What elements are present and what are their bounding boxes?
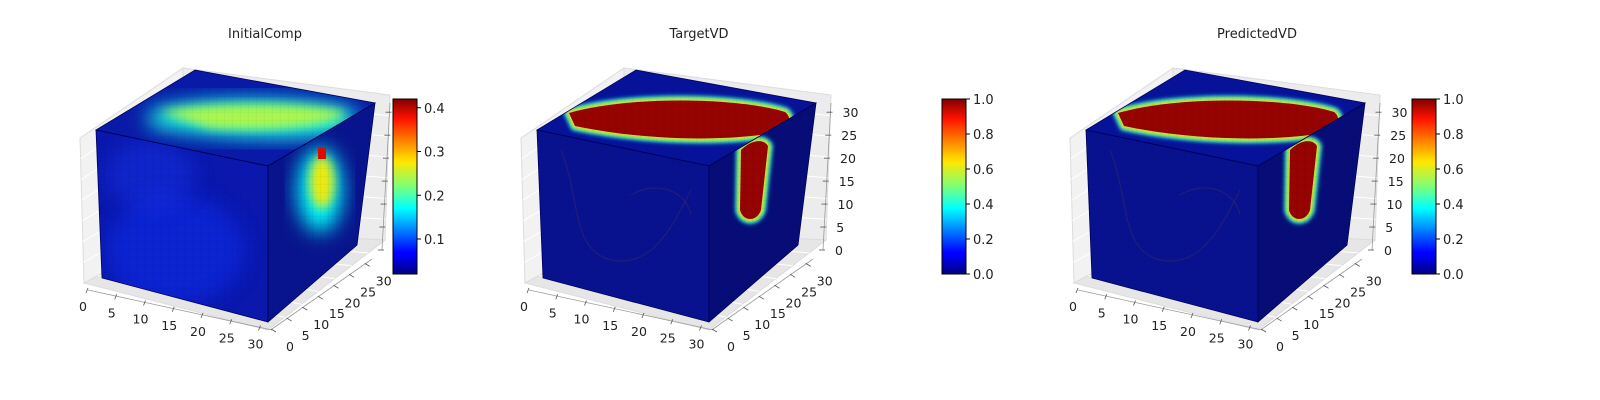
colorbar-tick-label: 0.0 [973,268,994,283]
colorbar-tick-label: 0.3 [424,146,445,161]
y-tick-label: 15 [770,306,786,321]
z-tick-label: 0 [1384,243,1392,258]
colorbar-gradient [1411,98,1437,275]
x-tick-label: 15 [161,318,177,333]
colorbar-tick-label: 0.6 [1443,163,1464,178]
voxel-cube [535,69,818,323]
y-tick-label: 20 [786,295,802,310]
x-tick-label: 20 [190,324,206,339]
y-tick-label: 15 [329,306,345,321]
colorbar-tick-label: 0.0 [1443,268,1464,283]
voxel-cube [1084,69,1367,323]
y-tick-label: 20 [1335,295,1351,310]
colorbar-tick-label: 1.0 [973,93,994,108]
colorbar-tick-label: 0.4 [1443,198,1464,213]
colorbar-gradient [941,98,967,275]
x-tick-label: 25 [219,330,235,345]
colorbar-tick-label: 0.4 [973,198,994,213]
z-tick-label: 20 [1389,151,1405,166]
y-tick-label: 30 [817,273,833,288]
z-tick-label: 20 [840,151,856,166]
x-tick-label: 25 [660,330,676,345]
z-tick-label: 10 [838,197,854,212]
z-tick-label: 15 [839,174,855,189]
y-tick-label: 25 [1350,284,1366,299]
z-tick-label: 30 [843,105,859,120]
y-tick-label: 5 [743,328,751,343]
chart-title: PredictedVD [1217,27,1297,42]
x-tick-label: 0 [1069,299,1077,314]
z-tick-label: 25 [1390,128,1406,143]
y-tick-label: 10 [313,317,329,332]
colorbar-tick-label: 0.6 [973,163,994,178]
y-tick-label: 10 [754,317,770,332]
y-tick-label: 0 [727,339,735,354]
colorbar-tick-label: 0.2 [973,233,994,248]
colorbar: 0.0 0.2 0.4 0.6 0.8 1.0 [941,93,994,283]
y-tick-label: 15 [1319,306,1335,321]
x-tick-label: 5 [1098,305,1106,320]
colorbar-tick-label: 0.1 [424,233,445,248]
colorbar-tick-label: 0.8 [973,128,994,143]
y-tick-label: 0 [1276,339,1284,354]
colorbar-tick-label: 0.8 [1443,128,1464,143]
x-tick-label: 20 [1180,324,1196,339]
colorbar: 0.0 0.2 0.4 0.6 0.8 1.0 [1411,93,1464,283]
z-tick-label: 15 [1388,174,1404,189]
colorbar-tick-label: 0.4 [424,102,445,117]
x-tick-label: 0 [520,299,528,314]
y-tick-label: 25 [360,284,376,299]
x-tick-label: 25 [1209,330,1225,345]
x-tick-label: 15 [1151,318,1167,333]
z-tick-label: 5 [1385,220,1393,235]
y-tick-label: 5 [302,328,310,343]
colorbar-gradient [392,98,418,275]
colorbar-tick-label: 0.2 [1443,233,1464,248]
x-tick-label: 30 [689,337,705,352]
x-tick-label: 5 [549,305,557,320]
colorbar: 0.1 0.2 0.3 0.4 [392,98,445,275]
colorbar-tick-label: 0.2 [424,189,445,204]
z-tick-label: 10 [1387,197,1403,212]
y-tick-label: 25 [801,284,817,299]
y-tick-label: 30 [376,273,392,288]
chart-title: InitialComp [228,27,302,42]
z-tick-label: 0 [835,243,843,258]
z-tick-label: 5 [836,220,844,235]
x-tick-label: 30 [1238,337,1254,352]
x-tick-label: 10 [574,312,590,327]
x-tick-label: 10 [1123,312,1139,327]
x-tick-label: 20 [631,324,647,339]
y-tick-label: 0 [286,339,294,354]
y-tick-label: 10 [1303,317,1319,332]
x-tick-label: 15 [602,318,618,333]
x-tick-label: 0 [79,299,87,314]
colorbar-tick-label: 1.0 [1443,93,1464,108]
z-tick-label: 30 [1392,105,1408,120]
y-tick-label: 5 [1292,328,1300,343]
z-tick-label: 25 [841,128,857,143]
y-tick-label: 20 [345,295,361,310]
chart-title: TargetVD [668,27,728,42]
x-tick-label: 30 [248,337,264,352]
x-tick-label: 5 [108,305,116,320]
voxel-cube [94,69,377,323]
y-tick-label: 30 [1366,273,1382,288]
x-tick-label: 10 [133,312,149,327]
